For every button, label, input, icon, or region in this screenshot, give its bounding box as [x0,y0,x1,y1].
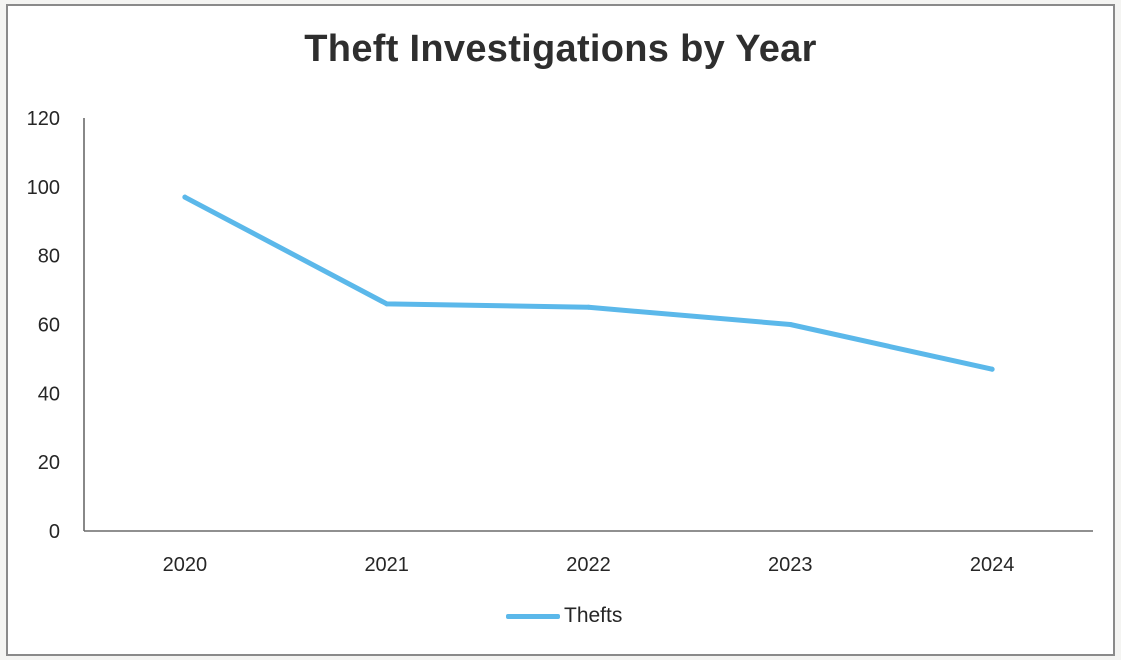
data-point [182,194,188,200]
x-tick-label: 2020 [163,554,208,576]
x-tick-label: 2022 [566,554,611,576]
legend-label-thefts: Thefts [564,604,623,627]
x-tick-label: 2023 [768,554,813,576]
y-tick-label: 0 [49,521,60,543]
y-tick-label: 120 [27,108,60,130]
axes [83,118,1093,532]
legend: Thefts [506,602,622,630]
series-layer [182,194,995,372]
y-tick-label: 40 [38,383,60,405]
data-point [787,322,793,327]
data-point [989,366,995,372]
data-point [384,301,390,307]
chart-title: Theft Investigations by Year [304,28,817,70]
data-point [586,304,591,310]
y-tick-label: 80 [38,246,60,268]
y-tick-label: 100 [27,177,60,199]
x-axis-ticks: 2020 2021 2022 2023 2024 [163,554,1015,576]
series-line-thefts [182,194,995,372]
y-tick-label: 20 [38,452,60,474]
y-axis-ticks: 0 20 40 60 80 100 120 [27,108,60,543]
x-tick-label: 2021 [364,554,409,576]
chart-frame [6,4,1115,656]
legend-swatch-thefts [506,613,560,619]
x-tick-label: 2024 [970,554,1015,576]
y-tick-label: 60 [38,315,60,337]
